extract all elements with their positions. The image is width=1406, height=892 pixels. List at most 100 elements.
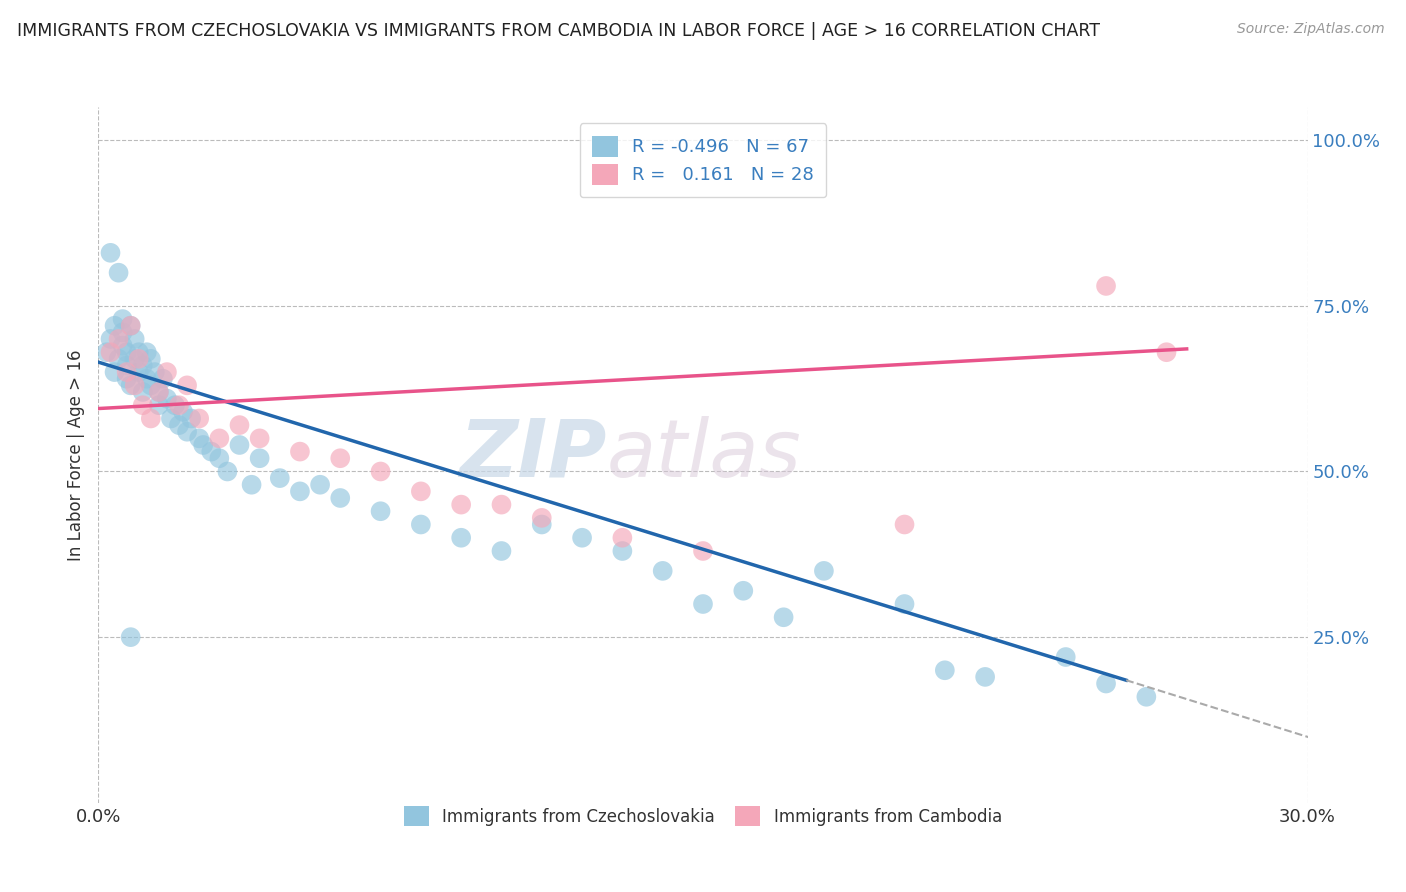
Point [115, 345, 138, 359]
Text: atlas: atlas [606, 416, 801, 494]
Point [152, 372, 174, 386]
Point [288, 484, 311, 499]
Point [107, 332, 129, 346]
Point [288, 444, 311, 458]
Point [148, 384, 170, 399]
Point [143, 365, 166, 379]
Point [172, 405, 194, 419]
Point [115, 365, 138, 379]
Point [139, 378, 162, 392]
Point [530, 511, 553, 525]
Point [370, 465, 392, 479]
Point [269, 471, 291, 485]
Point [111, 338, 134, 352]
Point [124, 332, 146, 346]
Point [200, 444, 222, 458]
Point [120, 630, 142, 644]
Point [491, 498, 513, 512]
Point [176, 378, 198, 392]
Point [1156, 345, 1178, 359]
Point [163, 398, 186, 412]
Point [124, 351, 146, 366]
Y-axis label: In Labor Force | Age > 16: In Labor Force | Age > 16 [66, 349, 84, 561]
Point [1135, 690, 1157, 704]
Point [139, 351, 162, 366]
Point [176, 425, 198, 439]
Point [148, 384, 170, 399]
Point [180, 411, 202, 425]
Point [188, 411, 211, 425]
Point [167, 418, 190, 433]
Point [530, 517, 553, 532]
Point [156, 392, 179, 406]
Point [124, 378, 146, 392]
Point [450, 498, 472, 512]
Point [208, 451, 231, 466]
Point [329, 491, 352, 505]
Point [772, 610, 794, 624]
Point [120, 318, 142, 333]
Point [111, 312, 134, 326]
Point [128, 365, 150, 379]
Point [100, 245, 122, 260]
Text: ZIP: ZIP [458, 416, 606, 494]
Point [193, 438, 215, 452]
Point [115, 372, 138, 386]
Point [491, 544, 513, 558]
Point [571, 531, 593, 545]
Point [612, 544, 634, 558]
Point [217, 465, 239, 479]
Point [409, 484, 432, 499]
Point [893, 597, 915, 611]
Text: IMMIGRANTS FROM CZECHOSLOVAKIA VS IMMIGRANTS FROM CAMBODIA IN LABOR FORCE | AGE : IMMIGRANTS FROM CZECHOSLOVAKIA VS IMMIGR… [17, 22, 1099, 40]
Point [228, 418, 250, 433]
Point [96, 345, 118, 359]
Point [103, 365, 125, 379]
Point [120, 378, 142, 392]
Point [651, 564, 673, 578]
Point [813, 564, 835, 578]
Point [450, 531, 472, 545]
Point [1054, 650, 1077, 665]
Point [135, 345, 157, 359]
Point [370, 504, 392, 518]
Point [120, 318, 142, 333]
Point [160, 411, 183, 425]
Point [1095, 676, 1118, 690]
Point [167, 398, 190, 412]
Point [208, 431, 231, 445]
Point [128, 351, 150, 366]
Point [107, 266, 129, 280]
Point [132, 359, 155, 373]
Point [100, 332, 122, 346]
Point [132, 384, 155, 399]
Point [249, 431, 271, 445]
Point [128, 345, 150, 359]
Point [115, 359, 138, 373]
Point [893, 517, 915, 532]
Point [329, 451, 352, 466]
Point [156, 365, 179, 379]
Point [111, 326, 134, 340]
Point [1095, 279, 1118, 293]
Point [148, 398, 170, 412]
Point [974, 670, 997, 684]
Point [309, 477, 332, 491]
Point [139, 411, 162, 425]
Point [107, 351, 129, 366]
Point [135, 372, 157, 386]
Point [188, 431, 211, 445]
Text: Source: ZipAtlas.com: Source: ZipAtlas.com [1237, 22, 1385, 37]
Point [100, 345, 122, 359]
Point [228, 438, 250, 452]
Point [103, 318, 125, 333]
Point [240, 477, 263, 491]
Point [409, 517, 432, 532]
Point [692, 597, 714, 611]
Legend: Immigrants from Czechoslovakia, Immigrants from Cambodia: Immigrants from Czechoslovakia, Immigran… [394, 796, 1012, 836]
Point [733, 583, 755, 598]
Point [692, 544, 714, 558]
Point [934, 663, 956, 677]
Point [612, 531, 634, 545]
Point [132, 398, 155, 412]
